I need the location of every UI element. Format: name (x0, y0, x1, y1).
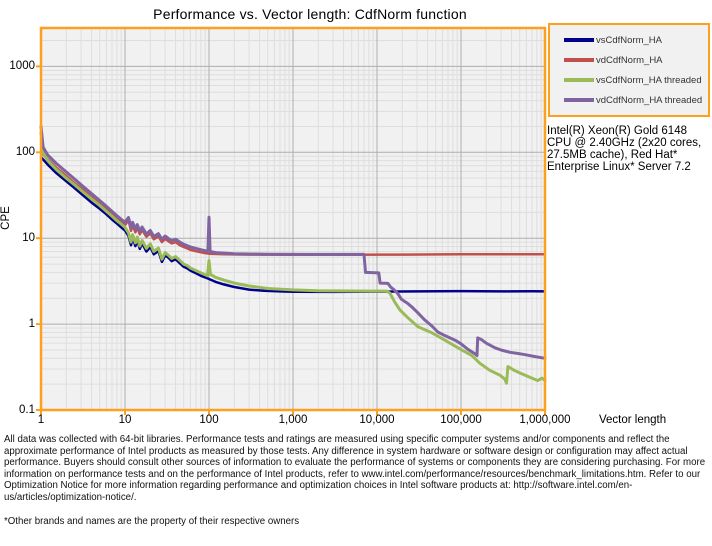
x-tick-label: 100,000 (440, 414, 482, 426)
legend-item-vdCdfNorm_HA-threaded: vdCdfNorm_HA threaded (564, 95, 708, 106)
footnote-text: *Other brands and names are the property… (4, 516, 300, 527)
series-line-vdCdfNorm_HA-threaded (39, 124, 547, 360)
y-tick-label: 10 (22, 232, 35, 245)
y-tick-label: 0.1 (19, 404, 35, 416)
legend-label: vdCdfNorm_HA (596, 54, 663, 66)
x-axis-title: Vector length (599, 414, 667, 426)
x-tick-label: 10,000 (359, 414, 395, 426)
x-tick-label: 1 (37, 414, 45, 426)
x-tick-label: 1,000,000 (519, 414, 571, 426)
series-line-vsCdfNorm_HA-threaded (39, 131, 547, 385)
legend-item-vsCdfNorm_HA-threaded: vsCdfNorm_HA threaded (564, 75, 708, 86)
legend-label: vdCdfNorm_HA threaded (596, 94, 703, 106)
system-info-text: Intel(R) Xeon(R) Gold 6148 CPU @ 2.40GHz… (547, 125, 702, 173)
legend-marker (564, 98, 594, 102)
y-tick-label: 1 (28, 318, 35, 331)
legend-item-vsCdfNorm_HA: vsCdfNorm_HA (564, 35, 708, 46)
legend-marker (564, 78, 594, 82)
legend: vsCdfNorm_HA vdCdfNorm_HA vsCdfNorm_HA thr… (548, 23, 710, 117)
chart-title: Performance vs. Vector length: CdfNorm f… (153, 6, 467, 22)
y-tick-label: 100 (15, 146, 35, 159)
y-tick-label: 1000 (9, 60, 35, 73)
legend-marker (564, 58, 594, 62)
legend-label: vsCdfNorm_HA threaded (596, 74, 702, 86)
legend-label: vsCdfNorm_HA (596, 34, 662, 46)
x-tick-label: 100 (199, 414, 219, 426)
x-tick-label: 1,000 (278, 414, 308, 426)
disclaimer-text: All data was collected with 64-bit libra… (4, 434, 706, 503)
legend-item-vdCdfNorm_HA: vdCdfNorm_HA (564, 55, 708, 66)
legend-marker (564, 38, 594, 42)
x-tick-label: 10 (118, 414, 132, 426)
